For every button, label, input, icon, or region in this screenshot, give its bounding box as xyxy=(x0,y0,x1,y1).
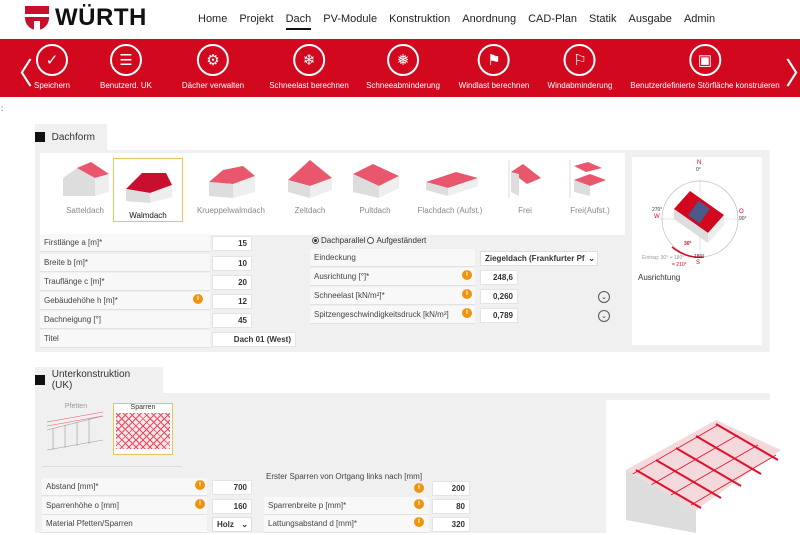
field-breite-label: Breite b [m]* xyxy=(40,254,210,272)
material-select[interactable]: Holz ⌄ xyxy=(212,517,252,532)
wurth-logo[interactable]: WÜRTH xyxy=(25,4,155,32)
sparrenbreite-input[interactable]: 80 xyxy=(432,499,470,514)
titel-input[interactable]: Dach 01 (West) xyxy=(212,332,296,347)
manage-roofs-button[interactable]: ⚙ Dächer verwalten xyxy=(182,44,244,90)
snowflake-gear-icon: ❅ xyxy=(387,44,419,76)
firstlaenge-input[interactable]: 15 xyxy=(212,236,252,251)
custom-uk-button[interactable]: ☰ Benutzerd. UK xyxy=(100,44,152,90)
nav-home[interactable]: Home xyxy=(198,13,228,25)
info-icon[interactable]: i xyxy=(414,517,424,527)
info-icon[interactable]: i xyxy=(195,499,205,509)
custom-obstacle-button[interactable]: ▣ Benutzerdefinierte Störfläche konstruie… xyxy=(630,44,780,90)
nav-konstruktion[interactable]: Konstruktion xyxy=(389,13,451,25)
chevron-left-icon[interactable]: 〈 xyxy=(3,58,33,91)
abstand-input[interactable]: 700 xyxy=(212,480,252,495)
lattungsabstand-label: Lattungsabstand d [mm]* xyxy=(264,515,429,533)
check-icon: ✓ xyxy=(36,44,68,76)
info-icon[interactable]: i xyxy=(193,294,203,304)
wind-reduction-button[interactable]: ⚐ Windabminderung xyxy=(548,44,612,90)
roof-walmdach[interactable]: Walmdach xyxy=(113,158,183,222)
sparren-image xyxy=(116,413,170,449)
roof-satteldach[interactable]: Satteldach xyxy=(50,158,120,215)
chevron-down-icon: ⌄ xyxy=(241,520,248,529)
schneelast-input[interactable]: 0,260 xyxy=(480,289,518,304)
radio-dachparallel[interactable] xyxy=(312,237,319,244)
uk-tab: Unterkonstruktion (UK) xyxy=(35,367,163,393)
main-nav: Home Projekt Dach PV-Module Konstruktion… xyxy=(198,13,715,30)
orientation-diagram: N 0° O 90° 270° W 30° Eintrag: 30° + 180… xyxy=(632,157,762,345)
abstand-label: Abstand [mm]* xyxy=(42,478,207,496)
chevron-down-icon: ⌄ xyxy=(588,252,595,265)
section-marker xyxy=(35,132,45,142)
erster-sparren-label: Erster Sparren von Ortgang links nach [m… xyxy=(266,472,423,481)
sparrenhoehe-input[interactable]: 160 xyxy=(212,499,252,514)
info-icon[interactable]: i xyxy=(414,483,424,493)
section-marker xyxy=(35,375,45,385)
breite-input[interactable]: 10 xyxy=(212,256,252,271)
eindeckung-label: Eindeckung xyxy=(310,249,475,267)
action-toolbar: 〈 ✓ Speichern ☰ Benutzerd. UK ⚙ Dächer verw… xyxy=(0,39,800,97)
windsock-gear-icon: ⚐ xyxy=(564,44,596,76)
windsock-icon: ⚑ xyxy=(478,44,510,76)
dachneigung-input[interactable]: 45 xyxy=(212,313,252,328)
trauflaenge-input[interactable]: 20 xyxy=(212,275,252,290)
roof-pultdach[interactable]: Pultdach xyxy=(340,158,410,215)
roof-krueppelwalmdach[interactable]: Krueppelwalmdach xyxy=(195,158,267,215)
stray-text: : xyxy=(1,104,4,113)
uk-type-sparren[interactable]: Sparren xyxy=(113,403,173,455)
field-titel-label: Titel xyxy=(40,330,210,348)
logo-mark-icon xyxy=(25,6,49,30)
nav-dach[interactable]: Dach xyxy=(285,13,312,30)
info-icon[interactable]: i xyxy=(462,270,472,280)
info-icon[interactable]: i xyxy=(195,480,205,490)
roof-flachdach[interactable]: Flachdach (Aufst.) xyxy=(410,158,490,215)
mount-radio-group: Dachparallel Aufgeständert xyxy=(312,236,426,245)
roof-frei-aufst[interactable]: Frei(Aufst.) xyxy=(555,158,625,215)
nav-admin[interactable]: Admin xyxy=(683,13,716,25)
uk-type-pfetten[interactable]: Pfetten xyxy=(45,403,107,455)
field-gebaeudehoehe-label: Gebäudehöhe h [m]* xyxy=(40,292,210,310)
field-traufl-label: Trauflänge c [m]* xyxy=(40,273,210,291)
snow-load-button[interactable]: ❄ Schneelast berechnen xyxy=(269,44,349,90)
spitzendruck-input[interactable]: 0,789 xyxy=(480,308,518,323)
list-icon: ☰ xyxy=(110,44,142,76)
info-icon[interactable]: i xyxy=(462,308,472,318)
spitzendruck-label: Spitzengeschwindigkeitsdruck [kN/m²] xyxy=(310,306,475,324)
sparrenhoehe-label: Sparrenhöhe o [mm] xyxy=(42,497,207,515)
info-icon[interactable]: i xyxy=(414,499,424,509)
snow-reduction-button[interactable]: ❅ Schneeabminderung xyxy=(366,44,440,90)
gebaeudehoehe-input[interactable]: 12 xyxy=(212,294,252,309)
nav-cad-plan[interactable]: CAD-Plan xyxy=(528,13,577,25)
save-button[interactable]: ✓ Speichern xyxy=(34,44,70,90)
nav-pv-module[interactable]: PV-Module xyxy=(323,13,378,25)
nav-anordnung[interactable]: Anordnung xyxy=(462,13,517,25)
ausrichtung-label: Ausrichtung [°]* xyxy=(310,268,475,286)
expand-chevron-icon[interactable]: ⌄ xyxy=(598,310,610,322)
nav-ausgabe[interactable]: Ausgabe xyxy=(628,13,672,25)
field-dachneigung-label: Dachneigung [°] xyxy=(40,311,210,329)
divider xyxy=(42,466,182,467)
dachform-tab: Dachform xyxy=(35,124,107,150)
folder-gear-icon: ⚙ xyxy=(197,44,229,76)
info-icon[interactable]: i xyxy=(462,289,472,299)
sparren-3d-illustration xyxy=(606,400,786,533)
schneelast-label: Schneelast [kN/m²]* xyxy=(310,287,475,305)
roof-zeltdach[interactable]: Zeltdach xyxy=(275,158,345,215)
radio-aufgestaendert[interactable] xyxy=(367,237,375,244)
chevron-right-icon[interactable]: 〉 xyxy=(785,49,800,93)
ausrichtung-input[interactable]: 248,6 xyxy=(480,270,518,285)
nav-projekt[interactable]: Projekt xyxy=(239,13,274,25)
eindeckung-select[interactable]: Ziegeldach (Frankfurter Pf ⌄ xyxy=(480,251,598,266)
expand-chevron-icon[interactable]: ⌄ xyxy=(598,291,610,303)
nav-statik[interactable]: Statik xyxy=(588,13,617,25)
wind-load-button[interactable]: ⚑ Windlast berechnen xyxy=(459,44,529,90)
material-label: Material Pfetten/Sparren xyxy=(42,515,207,533)
roof-frei[interactable]: Frei xyxy=(490,158,560,215)
lattungsabstand-input[interactable]: 320 xyxy=(432,517,470,532)
sparrenbreite-label: Sparrenbreite p [mm]* xyxy=(264,497,429,515)
erster-sparren-input[interactable]: 200 xyxy=(432,481,470,496)
area-icon: ▣ xyxy=(688,44,721,76)
snowflake-icon: ❄ xyxy=(293,44,325,76)
field-firstlaenge-label: Firstlänge a [m]* xyxy=(40,234,210,252)
